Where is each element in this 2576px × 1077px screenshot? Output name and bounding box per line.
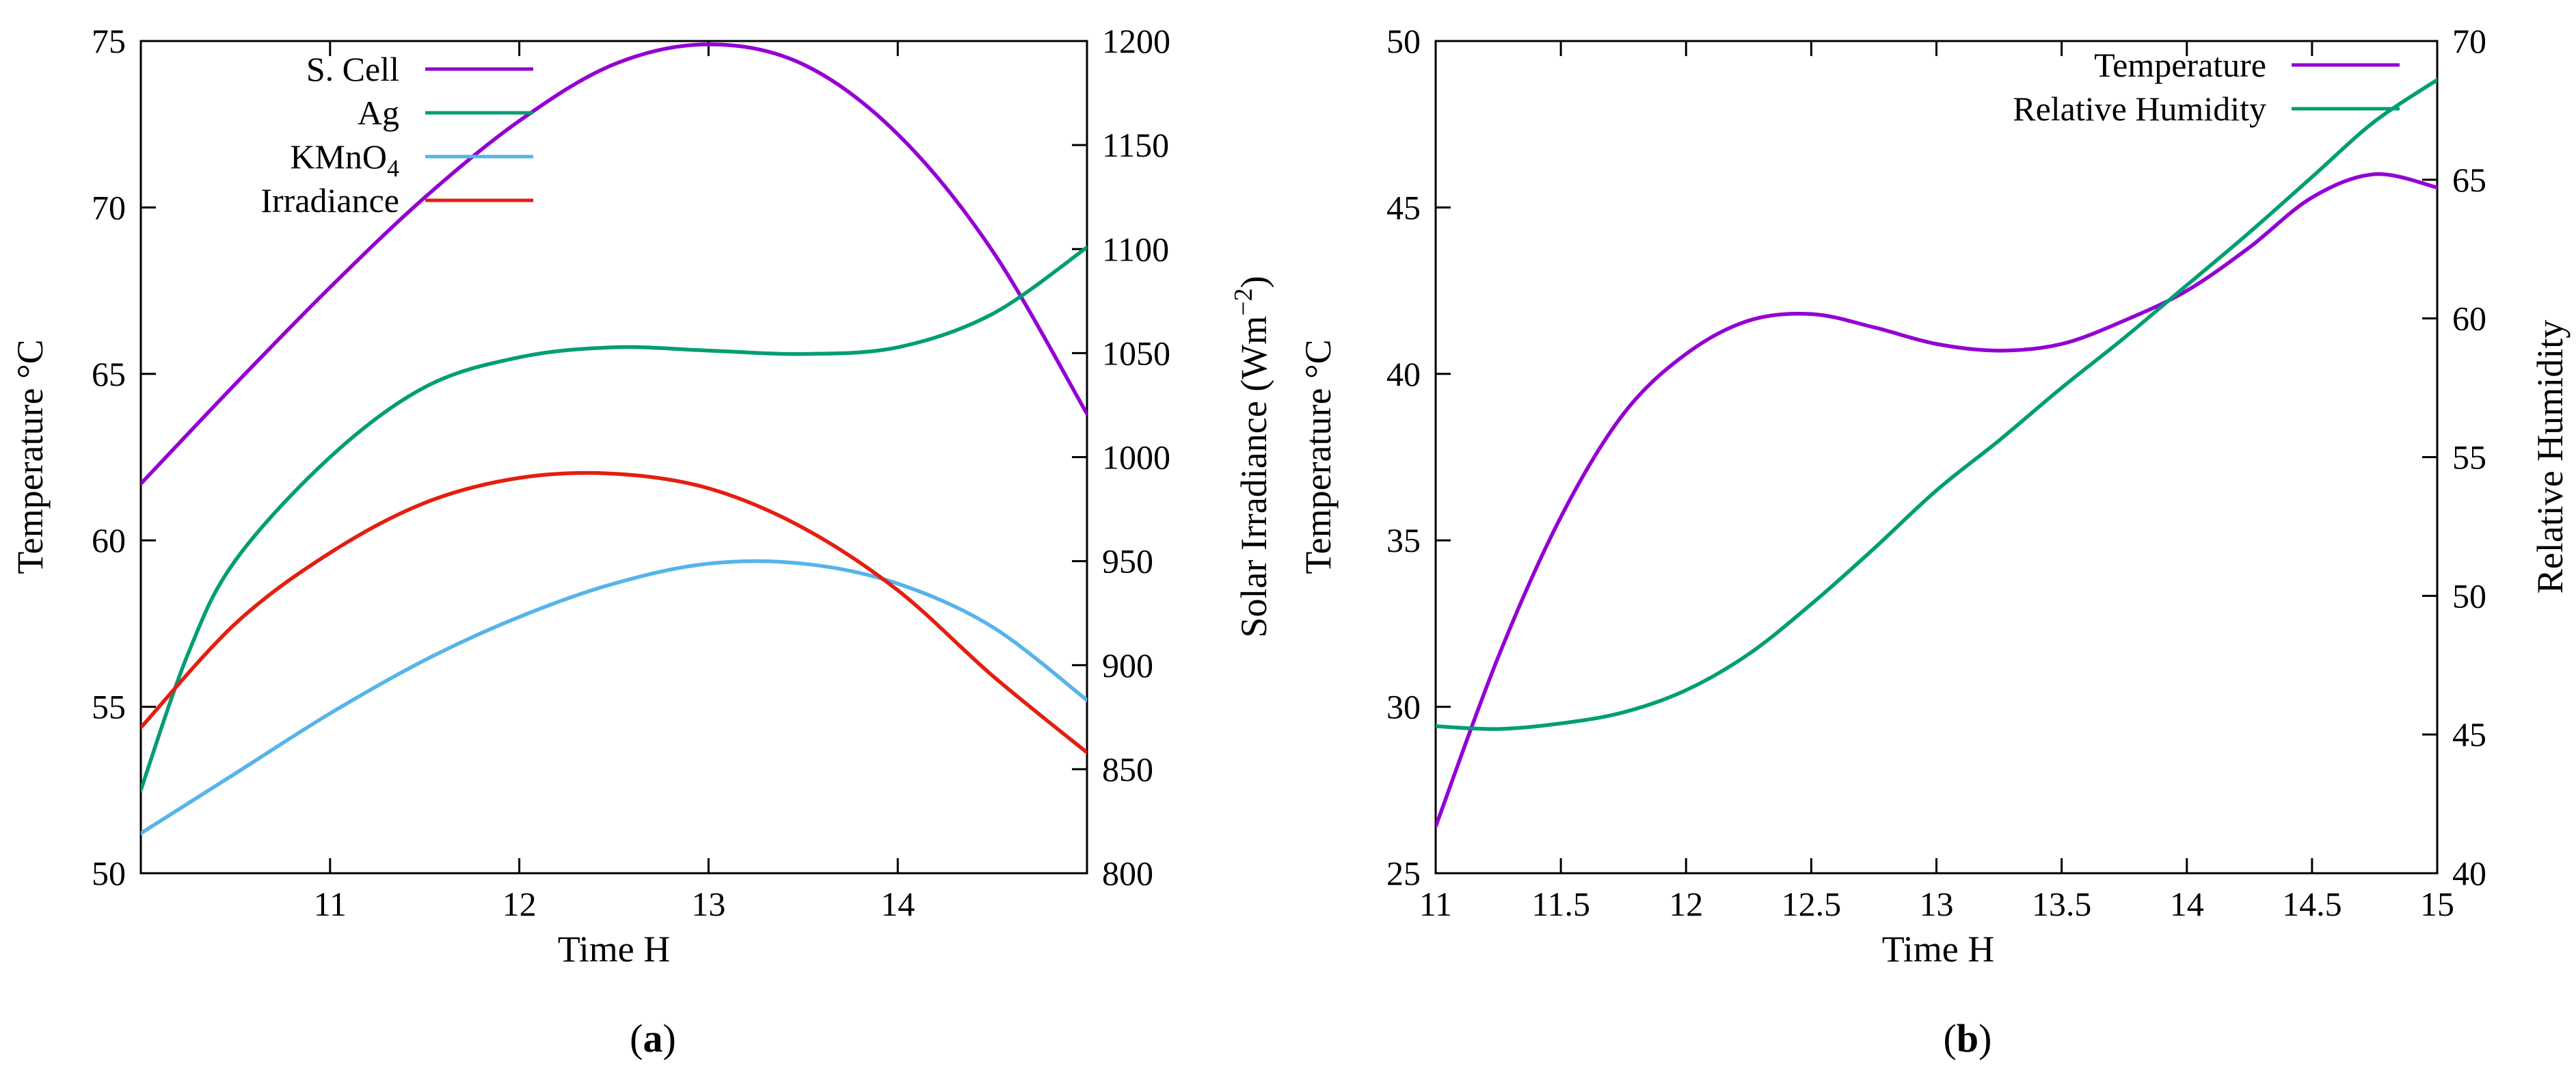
y2-axis-label-a: Solar Irradiance (Wm−2): [1229, 276, 1274, 637]
y2-tick-label: 40: [2452, 854, 2486, 892]
x-tick-label: 11: [1419, 885, 1452, 923]
y-tick-label: 50: [1386, 22, 1421, 60]
y2-tick-label: 65: [2452, 161, 2486, 199]
y-tick-label: 50: [92, 854, 126, 892]
legend-label-relative-humidity: Relative Humidity: [2013, 90, 2266, 128]
y2-tick-label: 55: [2452, 438, 2486, 477]
caption-b: (b): [1944, 1016, 1992, 1061]
x-tick-label: 13: [1920, 885, 1954, 923]
y2-tick-label: 850: [1102, 750, 1153, 788]
y2-axis-label-b: Relative Humidity: [2530, 320, 2571, 594]
y-axis-label-b: Temperature °C: [1298, 339, 1339, 574]
y-tick-label: 40: [1386, 355, 1421, 393]
x-tick-label: 11.5: [1531, 885, 1590, 923]
series-line-temperature: [1436, 172, 2437, 829]
x-tick-label: 12.5: [1782, 885, 1842, 923]
legend-label-s-cell: S. Cell: [306, 50, 399, 88]
y2-tick-label: 1000: [1102, 438, 1170, 477]
y-tick-label: 60: [92, 521, 126, 559]
plot-frame-b: [1434, 40, 2439, 875]
series-line-irradiance: [141, 470, 1087, 755]
legend-a: S. Cell Ag KMnO4 Irradiance: [260, 50, 533, 220]
y2-tick-label: 950: [1102, 542, 1153, 581]
y-tick-label: 45: [1386, 188, 1421, 226]
y-axis-label-a: Temperature °C: [10, 339, 51, 574]
y-tick-label: 35: [1386, 521, 1421, 559]
legend-label-kmno4: KMnO4: [290, 137, 399, 182]
caption-a: (a): [630, 1016, 676, 1061]
y-tick-label: 30: [1386, 688, 1421, 726]
y2-tick-label: 70: [2452, 22, 2486, 60]
y-tick-label: 25: [1386, 854, 1421, 892]
x-tick-label: 13: [691, 885, 725, 923]
x-tick-label: 15: [2420, 885, 2454, 923]
y2-tick-label: 1100: [1102, 230, 1169, 268]
x-tick-label: 11: [314, 885, 347, 923]
y2-tick-label: 1150: [1102, 126, 1169, 164]
y2-tick-label: 60: [2452, 300, 2486, 338]
x-tick-label: 13.5: [2032, 885, 2092, 923]
series-line-s-cell: [141, 42, 1087, 486]
x-tick-label: 14: [881, 885, 915, 923]
y-tick-label: 65: [92, 355, 126, 393]
y-tick-label: 55: [92, 688, 126, 726]
panel-a-chart: 11 12 13 14 50 55 60 65 70 75 800 850 900 950 1000 1050…: [10, 22, 1274, 1061]
legend-label-ag: Ag: [358, 94, 399, 132]
y2-tick-label: 800: [1102, 854, 1153, 892]
y2-tick-label: 900: [1102, 646, 1153, 684]
y-tick-label: 70: [92, 188, 126, 226]
x-axis-label-b: Time H: [1882, 929, 1995, 970]
x-tick-label: 14.5: [2282, 885, 2342, 923]
y-tick-label: 75: [92, 22, 126, 60]
y2-tick-label: 45: [2452, 715, 2486, 754]
x-tick-label: 14: [2170, 885, 2204, 923]
plot-frame-a: [139, 40, 1088, 875]
panel-b-chart: 11 11.5 12 12.5 13 13.5 14 14.5 15 25 30 35 40 45 50 40…: [1298, 22, 2571, 1061]
x-tick-label: 12: [1669, 885, 1703, 923]
x-tick-label: 12: [502, 885, 537, 923]
legend-b: Temperature Relative Humidity: [2013, 46, 2400, 128]
y2-tick-label: 50: [2452, 576, 2486, 615]
y2-tick-label: 1200: [1102, 22, 1170, 60]
series-line-kmno4: [141, 559, 1087, 836]
y2-tick-label: 1050: [1102, 334, 1170, 372]
series-line-ag: [141, 245, 1087, 793]
x-axis-label-a: Time H: [558, 929, 671, 970]
legend-label-temperature: Temperature: [2094, 46, 2266, 84]
series-line-relative-humidity: [1436, 78, 2437, 731]
legend-label-irradiance: Irradiance: [260, 181, 399, 220]
